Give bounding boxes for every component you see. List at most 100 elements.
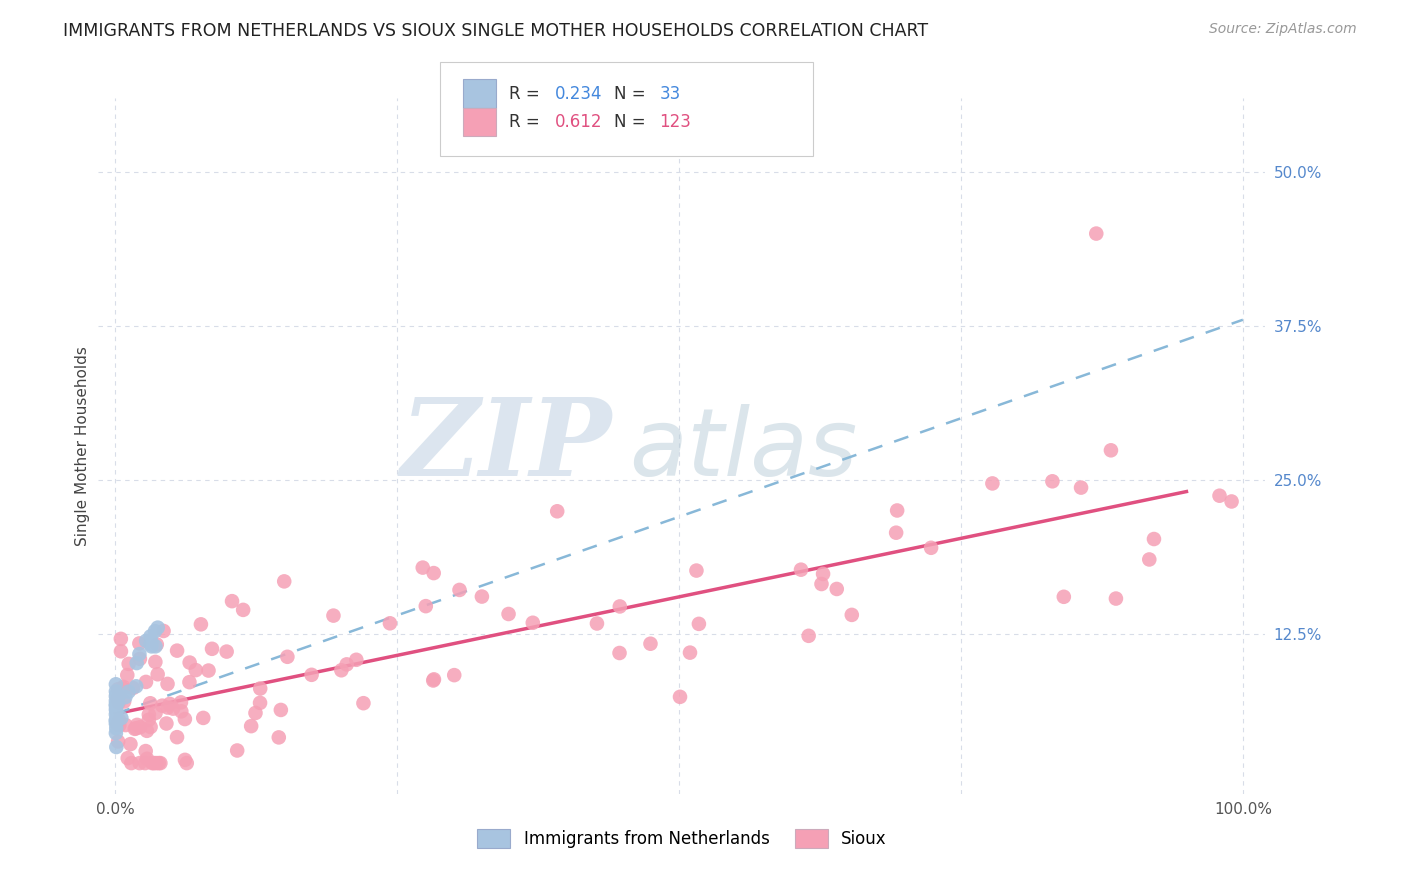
Point	[114, 718, 136, 732]
Text: IMMIGRANTS FROM NETHERLANDS VS SIOUX SINGLE MOTHER HOUSEHOLDS CORRELATION CHART: IMMIGRANTS FROM NETHERLANDS VS SIOUX SIN…	[63, 22, 928, 40]
Point	[173, 712, 195, 726]
Point	[145, 706, 167, 720]
Point	[128, 652, 150, 666]
Point	[810, 577, 832, 591]
Point	[201, 641, 224, 656]
Point	[112, 680, 135, 694]
Point	[884, 525, 907, 540]
Point	[412, 560, 434, 574]
Point	[139, 696, 162, 710]
Text: ZIP: ZIP	[401, 393, 612, 499]
Point	[112, 694, 135, 708]
Point	[117, 668, 139, 682]
Point	[679, 646, 702, 660]
Point	[1137, 552, 1160, 566]
Point	[1070, 481, 1092, 495]
Point	[179, 656, 201, 670]
Point	[107, 696, 129, 710]
Point	[422, 673, 444, 688]
Point	[522, 615, 544, 630]
Y-axis label: Single Mother Households: Single Mother Households	[75, 346, 90, 546]
Point	[139, 629, 162, 643]
Point	[1208, 489, 1230, 503]
Point	[150, 698, 173, 713]
Point	[498, 607, 520, 621]
Point	[471, 590, 494, 604]
Point	[107, 696, 129, 710]
Point	[1099, 443, 1122, 458]
Text: 0.234: 0.234	[555, 85, 603, 103]
Point	[141, 756, 163, 770]
Text: R =: R =	[509, 113, 546, 131]
Point	[267, 731, 290, 745]
Point	[125, 679, 148, 693]
Text: 0.612: 0.612	[555, 113, 603, 131]
Point	[104, 689, 127, 703]
Point	[134, 756, 156, 770]
Point	[688, 616, 710, 631]
Point	[138, 707, 160, 722]
Point	[105, 687, 128, 701]
Point	[797, 629, 820, 643]
Point	[104, 714, 127, 728]
Point	[226, 743, 249, 757]
Point	[135, 723, 157, 738]
Point	[143, 624, 166, 639]
Point	[981, 476, 1004, 491]
Point	[105, 717, 128, 731]
Point	[128, 636, 150, 650]
Point	[1042, 475, 1064, 489]
Point	[114, 690, 136, 705]
Point	[112, 681, 135, 696]
Point	[790, 563, 813, 577]
Point	[120, 756, 142, 770]
Point	[1143, 532, 1166, 546]
Point	[135, 634, 157, 648]
Text: 123: 123	[659, 113, 692, 131]
Point	[124, 722, 146, 736]
Point	[146, 637, 169, 651]
Point	[129, 720, 152, 734]
Point	[640, 637, 662, 651]
Point	[122, 681, 145, 695]
Point	[105, 714, 128, 729]
Point	[344, 653, 367, 667]
Point	[145, 756, 167, 770]
Point	[107, 690, 129, 705]
Point	[170, 704, 193, 718]
Point	[685, 564, 707, 578]
Point	[352, 696, 374, 710]
Point	[145, 640, 167, 654]
Point	[118, 657, 141, 671]
Point	[330, 663, 353, 677]
Point	[197, 664, 219, 678]
Point	[107, 734, 129, 748]
Point	[336, 657, 359, 672]
Point	[322, 608, 344, 623]
Point	[162, 701, 184, 715]
Point	[141, 640, 163, 654]
Point	[249, 696, 271, 710]
Point	[117, 684, 139, 698]
Point	[104, 677, 127, 691]
Point	[1053, 590, 1076, 604]
Point	[152, 624, 174, 638]
Point	[378, 616, 401, 631]
Point	[104, 684, 127, 698]
Point	[105, 721, 128, 735]
Point	[139, 720, 162, 734]
Point	[423, 673, 446, 687]
Point	[179, 675, 201, 690]
Point	[193, 711, 215, 725]
Text: 33: 33	[659, 85, 681, 103]
Point	[825, 582, 848, 596]
Point	[104, 694, 127, 708]
Point	[176, 756, 198, 770]
Point	[138, 713, 160, 727]
Point	[415, 599, 437, 614]
Point	[609, 599, 631, 614]
Point	[156, 677, 179, 691]
Point	[449, 582, 471, 597]
Point	[104, 703, 127, 717]
Point	[107, 691, 129, 706]
